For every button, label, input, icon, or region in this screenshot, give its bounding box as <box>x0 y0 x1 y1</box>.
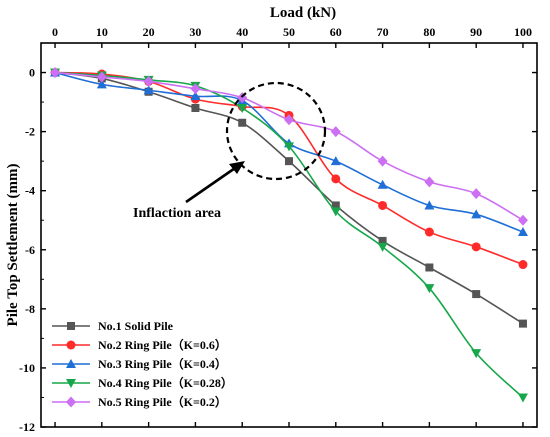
data-point <box>330 207 341 217</box>
data-point <box>471 349 482 359</box>
data-point <box>471 209 482 219</box>
data-point <box>517 214 528 226</box>
data-point <box>377 179 388 189</box>
data-point <box>424 227 434 237</box>
x-tick-label: 30 <box>189 25 201 39</box>
annotation-arrow-head <box>229 161 245 174</box>
legend-item: No.4 Ring Pile（K=0.28） <box>52 375 233 390</box>
series-line <box>54 71 524 325</box>
y-tick-label: 0 <box>29 66 35 80</box>
axes-ticks: 0 10 20 30 40 50 60 70 80 90 100 0 -2 -4 -6 -8 -10 -12 <box>19 25 537 434</box>
series-3 <box>50 67 528 237</box>
legend-marker <box>66 379 76 388</box>
x-tick-label: 60 <box>330 25 342 39</box>
series-line <box>54 71 524 233</box>
y-tick-label: -8 <box>25 302 35 316</box>
legend-marker <box>66 396 76 408</box>
data-point <box>96 71 107 83</box>
annotation-arrow-shaft <box>185 164 239 204</box>
legend-label: No.4 Ring Pile（K=0.28） <box>98 375 233 390</box>
x-tick-label: 50 <box>283 25 295 39</box>
legend-marker <box>66 359 76 368</box>
y-tick-label: -4 <box>25 184 35 198</box>
x-tick-label: 10 <box>96 25 108 39</box>
legend-item: No.2 Ring Pile（K=0.6） <box>52 337 227 352</box>
data-point <box>330 156 341 166</box>
data-point <box>96 79 107 89</box>
x-tick-label: 40 <box>236 25 248 39</box>
data-point <box>518 319 527 328</box>
series-2 <box>50 68 528 270</box>
y-axis-title: Pile Top Settlement (mm) <box>5 164 21 327</box>
annotation-label: Inflaction area <box>133 206 221 221</box>
data-point <box>50 67 61 79</box>
series-line <box>55 71 524 266</box>
data-point <box>471 188 482 200</box>
legend-item: No.3 Ring Pile（K=0.4） <box>52 356 227 371</box>
data-point <box>424 284 435 294</box>
data-point <box>425 263 434 272</box>
x-tick-label: 20 <box>143 25 155 39</box>
legend-item: No.5 Ring Pile（K=0.2） <box>52 394 227 409</box>
y-tick-label: -2 <box>25 125 35 139</box>
data-point <box>143 75 154 87</box>
data-point <box>424 176 435 188</box>
x-tick-label: 100 <box>514 25 532 39</box>
legend-label: No.2 Ring Pile（K=0.6） <box>98 337 227 352</box>
annotation: Inflaction area <box>133 81 327 221</box>
data-point <box>331 201 340 210</box>
data-point <box>284 114 294 126</box>
data-point <box>471 242 481 252</box>
data-point <box>284 142 294 152</box>
legend-item: No.1 Solid Pile <box>52 319 174 333</box>
series-line <box>54 71 524 399</box>
y-tick-label: -12 <box>19 420 35 434</box>
data-point <box>191 103 200 112</box>
data-point <box>143 85 154 95</box>
data-point <box>330 126 341 138</box>
data-point <box>331 174 341 184</box>
data-point <box>378 236 387 245</box>
series-1 <box>51 68 527 328</box>
data-point <box>378 200 388 210</box>
legend-marker <box>67 322 75 330</box>
x-tick-label: 0 <box>52 25 58 39</box>
x-tick-label: 70 <box>377 25 389 39</box>
legend-label: No.1 Solid Pile <box>98 319 174 333</box>
x-tick-label: 80 <box>423 25 435 39</box>
x-tick-label: 90 <box>470 25 482 39</box>
legend-label: No.3 Ring Pile（K=0.4） <box>98 356 227 371</box>
data-point <box>190 91 201 101</box>
data-point <box>517 227 528 237</box>
data-point <box>517 393 528 403</box>
x-axis-title: Load (kN) <box>270 5 336 21</box>
data-point <box>424 200 435 210</box>
series-lines <box>50 67 528 403</box>
data-point <box>285 157 293 166</box>
legend-label: No.5 Ring Pile（K=0.2） <box>98 394 227 409</box>
data-point <box>190 83 201 95</box>
inflection-circle <box>225 81 327 181</box>
data-point <box>377 155 388 167</box>
legend-marker <box>66 340 76 350</box>
y-tick-label: -10 <box>19 361 35 375</box>
data-point <box>472 290 481 299</box>
data-point <box>377 242 388 252</box>
data-point <box>238 118 247 127</box>
y-tick-label: -6 <box>25 243 35 257</box>
data-point <box>518 260 528 270</box>
legend: No.1 Solid Pile No.2 Ring Pile（K=0.6） No.3… <box>52 319 233 409</box>
data-point <box>237 103 248 113</box>
